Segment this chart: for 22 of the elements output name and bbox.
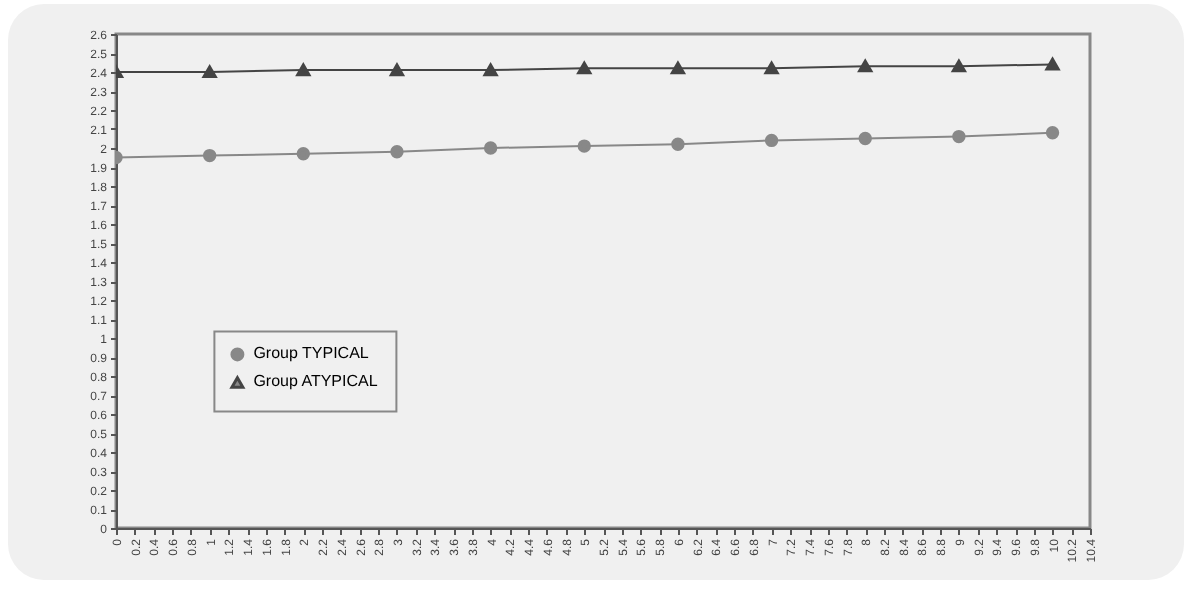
point <box>952 129 966 144</box>
point <box>390 64 404 77</box>
point <box>671 62 685 75</box>
point <box>764 62 779 75</box>
point <box>202 148 217 163</box>
point <box>577 62 591 75</box>
point <box>390 145 404 159</box>
point <box>671 137 685 151</box>
point <box>1045 126 1060 140</box>
point <box>1045 58 1060 71</box>
point <box>952 60 966 73</box>
point <box>764 133 779 148</box>
point <box>577 139 591 153</box>
legend-label: Group ATYPICAL <box>253 372 379 391</box>
point <box>858 131 872 146</box>
legend-label: Group TYPICAL <box>253 344 370 363</box>
point <box>202 65 217 79</box>
point <box>296 64 310 77</box>
point <box>858 60 872 73</box>
point <box>296 147 310 161</box>
point <box>483 64 498 77</box>
point <box>483 141 498 155</box>
